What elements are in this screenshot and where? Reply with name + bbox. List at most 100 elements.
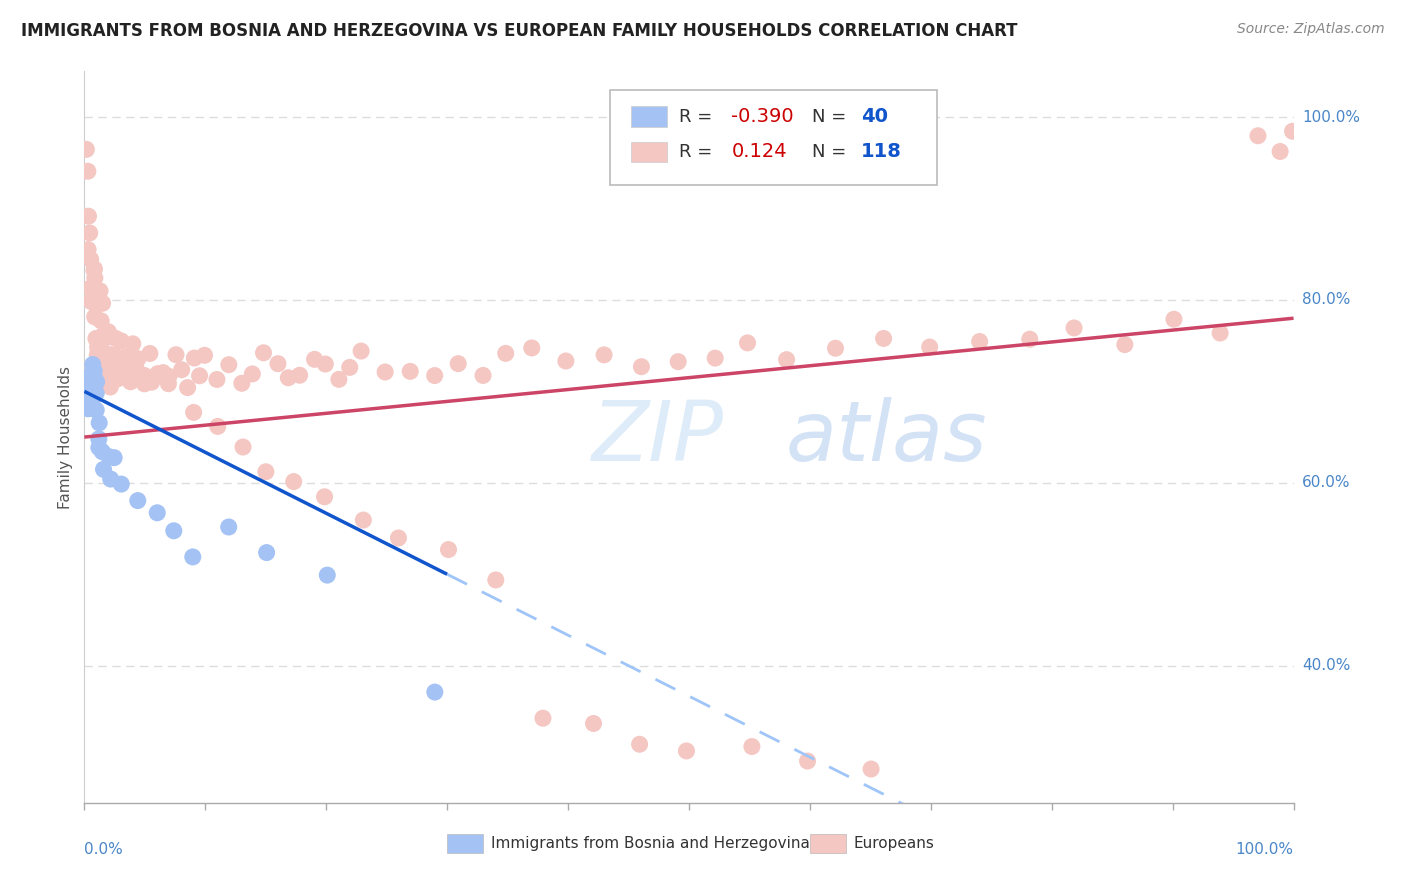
Point (77, 209, 100, 223)
Point (918, 340, 941, 354)
Point (84, 403, 107, 417)
Point (350, 344, 373, 359)
Point (163, 524, 186, 538)
Bar (447, 833, 484, 853)
Point (76, 390, 98, 404)
Point (83, 261, 105, 276)
Point (193, 348, 215, 362)
FancyBboxPatch shape (610, 90, 936, 185)
Point (90, 314, 112, 328)
Point (824, 341, 846, 355)
Point (98, 380, 121, 394)
Text: Europeans: Europeans (853, 836, 934, 851)
Point (76, 376, 98, 390)
Point (218, 358, 240, 372)
Point (188, 368, 211, 383)
Point (80, 376, 103, 391)
Point (87, 432, 110, 446)
Point (87, 331, 110, 345)
Point (86, 349, 108, 363)
Point (79, 376, 101, 390)
Point (91, 349, 114, 363)
Point (231, 376, 253, 391)
Point (87, 441, 110, 455)
Point (520, 341, 543, 355)
Point (79, 281, 101, 295)
Point (77, 374, 100, 388)
Point (796, 754, 818, 768)
Point (120, 375, 142, 389)
Point (183, 351, 205, 365)
Text: IMMIGRANTS FROM BOSNIA AND HERZEGOVINA VS EUROPEAN FAMILY HOUSEHOLDS CORRELATION: IMMIGRANTS FROM BOSNIA AND HERZEGOVINA V… (21, 22, 1018, 40)
Point (84, 386, 107, 401)
Point (157, 369, 180, 384)
Point (94, 347, 117, 361)
Point (96, 367, 118, 381)
Point (256, 545, 278, 559)
Point (423, 685, 446, 699)
Point (89, 416, 111, 430)
Point (495, 346, 517, 360)
Point (76, 164, 98, 178)
Point (593, 348, 616, 362)
Text: 0.124: 0.124 (731, 143, 787, 161)
Point (423, 368, 446, 383)
Text: N =: N = (813, 108, 846, 126)
Point (84, 332, 107, 346)
Point (89, 284, 111, 298)
Point (139, 346, 162, 360)
Point (304, 352, 326, 367)
Point (90, 329, 112, 343)
Point (1018, 332, 1040, 346)
Text: 40.0%: 40.0% (1302, 658, 1350, 673)
Point (103, 450, 125, 465)
Point (374, 365, 396, 379)
Point (127, 351, 149, 366)
Point (134, 376, 156, 391)
Point (79, 252, 101, 267)
Bar (631, 106, 668, 127)
Point (775, 352, 797, 367)
Point (741, 739, 763, 754)
Point (134, 368, 156, 383)
Point (165, 348, 187, 362)
Point (675, 744, 697, 758)
Point (91, 444, 114, 458)
Point (146, 367, 169, 381)
Point (554, 354, 576, 368)
Point (485, 573, 508, 587)
Point (79, 226, 101, 240)
Point (240, 367, 263, 381)
Point (80, 383, 103, 397)
Point (288, 368, 311, 383)
Point (77, 243, 100, 257)
Point (93, 349, 115, 363)
Point (352, 513, 374, 527)
Point (254, 465, 277, 479)
Point (1281, 124, 1303, 138)
Point (316, 568, 339, 582)
Text: atlas: atlas (786, 397, 987, 477)
Point (120, 349, 142, 363)
Point (75, 142, 97, 156)
Point (872, 331, 894, 345)
Point (704, 351, 727, 365)
Bar (810, 833, 846, 853)
Point (101, 363, 124, 377)
Point (387, 531, 409, 545)
Point (437, 542, 460, 557)
Point (252, 346, 274, 360)
Point (314, 490, 336, 504)
Text: Immigrants from Bosnia and Herzegovina: Immigrants from Bosnia and Herzegovina (491, 836, 810, 851)
Point (83, 271, 105, 285)
Point (277, 370, 299, 384)
Text: R =: R = (679, 108, 713, 126)
Point (82, 391, 104, 405)
Text: 0.0%: 0.0% (84, 842, 124, 856)
Text: 100.0%: 100.0% (1236, 842, 1294, 856)
Point (83, 369, 105, 384)
Point (104, 331, 127, 345)
Point (205, 372, 228, 386)
Point (860, 762, 883, 776)
Point (181, 549, 204, 564)
